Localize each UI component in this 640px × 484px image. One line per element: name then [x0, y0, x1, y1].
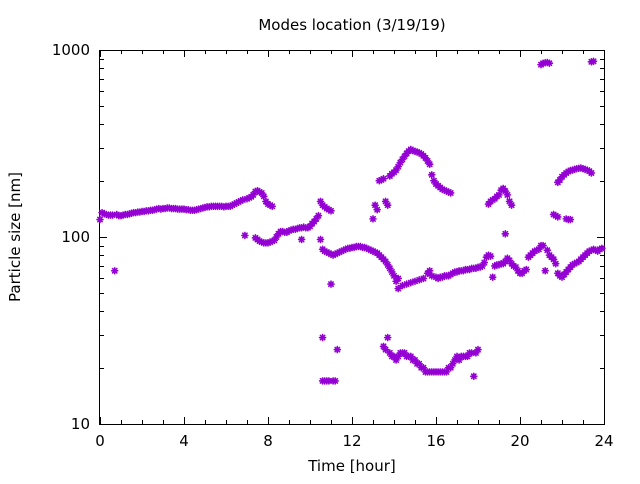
data-point [373, 205, 382, 214]
x-tick-label: 8 [263, 432, 273, 450]
data-point [314, 211, 323, 220]
data-point [566, 215, 575, 224]
data-point [327, 280, 335, 288]
x-axis-ticks: 0 4 8 12 16 20 24 [95, 50, 614, 450]
data-point [467, 349, 476, 357]
data-point [425, 266, 434, 275]
chart-title: Modes location (3/19/19) [258, 16, 445, 34]
data-point [541, 266, 550, 275]
data-point [553, 213, 562, 221]
x-tick-label: 12 [342, 432, 361, 450]
data-point [316, 235, 325, 244]
data-point [379, 174, 388, 183]
data-point [425, 160, 434, 169]
data-point [327, 207, 335, 215]
x-tick-label: 20 [510, 432, 529, 450]
data-point [96, 215, 104, 224]
data-point [268, 202, 277, 211]
x-axis-label: Time [hour] [307, 457, 396, 475]
data-point [394, 284, 403, 293]
data-point [383, 201, 392, 209]
data-point [598, 244, 606, 253]
data-point [318, 333, 327, 342]
data-point [551, 259, 560, 268]
data-point [394, 274, 403, 283]
y-tick-label: 100 [61, 228, 90, 246]
x-tick-label: 0 [95, 432, 105, 450]
data-point [331, 377, 340, 385]
plot-frame [99, 50, 605, 425]
data-point [383, 333, 392, 342]
x-tick-label: 16 [426, 432, 445, 450]
data-point [587, 169, 596, 177]
y-tick-label: 10 [71, 415, 90, 433]
data-point [110, 266, 119, 275]
data-points [96, 57, 606, 385]
data-point [488, 273, 497, 281]
data-point [446, 189, 455, 197]
data-point [474, 345, 482, 354]
data-point [522, 265, 531, 274]
data-point [297, 235, 306, 244]
data-point [369, 215, 377, 223]
data-point [486, 252, 495, 260]
data-point [539, 241, 547, 250]
data-point [427, 171, 436, 179]
data-point [589, 57, 598, 66]
data-point [478, 262, 487, 270]
y-tick-label: 1000 [52, 41, 90, 59]
data-point [545, 59, 554, 67]
data-point [501, 230, 510, 238]
data-point [333, 345, 342, 354]
data-point [259, 192, 268, 201]
x-tick-label: 24 [594, 432, 613, 450]
y-axis-ticks: 10 100 1000 [52, 41, 604, 433]
y-axis-label: Particle size [nm] [6, 172, 24, 302]
data-point [419, 274, 428, 283]
data-point [469, 372, 478, 381]
x-tick-label: 4 [179, 432, 189, 450]
data-point [241, 231, 249, 240]
data-point [503, 191, 512, 199]
data-point [507, 201, 516, 209]
data-point [396, 158, 405, 167]
data-point [480, 258, 489, 267]
